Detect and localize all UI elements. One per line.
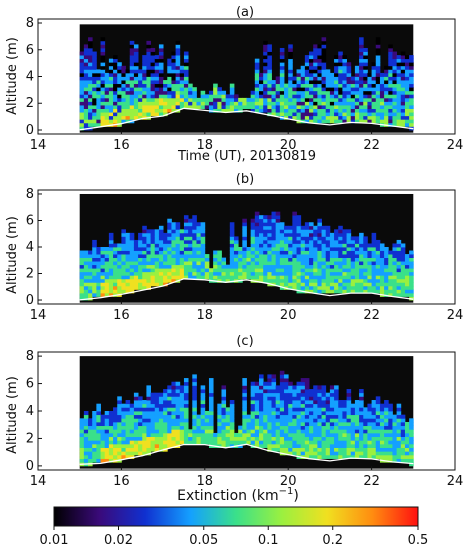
panel-b-xtick-label: 16 (113, 308, 130, 323)
panel-c-surface-line (79, 443, 414, 465)
panel-a-ytick-label: 6 (26, 43, 34, 58)
colorbar: Extinction (km−1) 0.01 0.02 0.05 0.1 0.2 0.5 (40, 486, 429, 548)
panel-c-ytick-label: 6 (26, 377, 34, 392)
panel-b-xtick-label: 22 (363, 308, 380, 323)
panel-a-xtick-label: 18 (197, 138, 214, 153)
colorbar-title: Extinction (km−1) (177, 486, 299, 504)
panel-a-ytick-label: 2 (26, 96, 34, 111)
panel-a-ylabel: Altitude (m) (5, 37, 20, 115)
panel-b-ytick-label: 4 (26, 240, 34, 255)
panel-b-cells (79, 211, 414, 301)
colorbar-tick-label: 0.2 (322, 533, 343, 548)
panel-c-label: (c) (236, 334, 253, 349)
colorbar-tick-label: 0.05 (189, 533, 218, 548)
panel-b-xtick-label: 18 (197, 308, 214, 323)
panel-c-xtick-label: 16 (113, 474, 130, 489)
panel-c-xtick-label: 20 (280, 474, 297, 489)
panel-c-ytick-label: 8 (26, 349, 34, 364)
panel-a-xtick-label: 20 (280, 138, 297, 153)
panel-c-ylabel: Altitude (m) (5, 376, 20, 454)
panel-b-ytick-label: 0 (26, 293, 34, 308)
panel-c-ytick-label: 0 (26, 459, 34, 474)
panel-a-ytick-label: 0 (26, 123, 34, 138)
colorbar-bar (53, 506, 419, 527)
colorbar-tick-label: 0.1 (258, 533, 279, 548)
colorbar-tick-label: 0.01 (40, 533, 69, 548)
colorbar-tick-label: 0.5 (408, 533, 429, 548)
panel-a-xtick-label: 16 (113, 138, 130, 153)
colorbar-title-sup: −1 (279, 486, 294, 497)
panel-b-xtick-label: 20 (280, 308, 297, 323)
panel-c-xtick-label: 24 (447, 474, 464, 489)
colorbar-ticks: 0.01 0.02 0.05 0.1 0.2 0.5 (40, 526, 429, 548)
panel-b-xtick-label: 14 (30, 308, 47, 323)
panel-a-ytick-label: 8 (26, 16, 34, 31)
panel-a-cells (79, 37, 414, 131)
panel-b-ylabel: Altitude (m) (5, 216, 20, 294)
panel-a-xlabel: Time (UT), 20130819 (177, 149, 316, 164)
panel-a-label: (a) (236, 5, 254, 20)
panel-c-ytick-label: 2 (26, 431, 34, 446)
panel-a-surface-line (79, 107, 414, 131)
panel-c-ytick-label: 4 (26, 404, 34, 419)
panel-c-xtick-label: 18 (197, 474, 214, 489)
panel-a-xtick-label: 14 (30, 138, 47, 153)
panel-b-surface-line (79, 278, 414, 301)
panel-a-xtick-label: 22 (363, 138, 380, 153)
panel-c-xtick-label: 14 (30, 474, 47, 489)
panel-b-label: (b) (236, 172, 254, 187)
panel-b-ytick-label: 2 (26, 267, 34, 282)
panel-b-ytick-label: 6 (26, 213, 34, 228)
panel-c-xtick-label: 22 (363, 474, 380, 489)
panel-b-ytick-label: 8 (26, 187, 34, 202)
panel-b-xtick-label: 24 (447, 308, 464, 323)
colorbar-tick-label: 0.02 (104, 533, 133, 548)
panel-a-ytick-label: 4 (26, 70, 34, 85)
colorbar-title-main: Extinction (km (177, 488, 279, 504)
panel-a-xtick-label: 24 (447, 138, 464, 153)
panel-c-cells (79, 370, 414, 467)
colorbar-title-close: ) (293, 488, 298, 504)
